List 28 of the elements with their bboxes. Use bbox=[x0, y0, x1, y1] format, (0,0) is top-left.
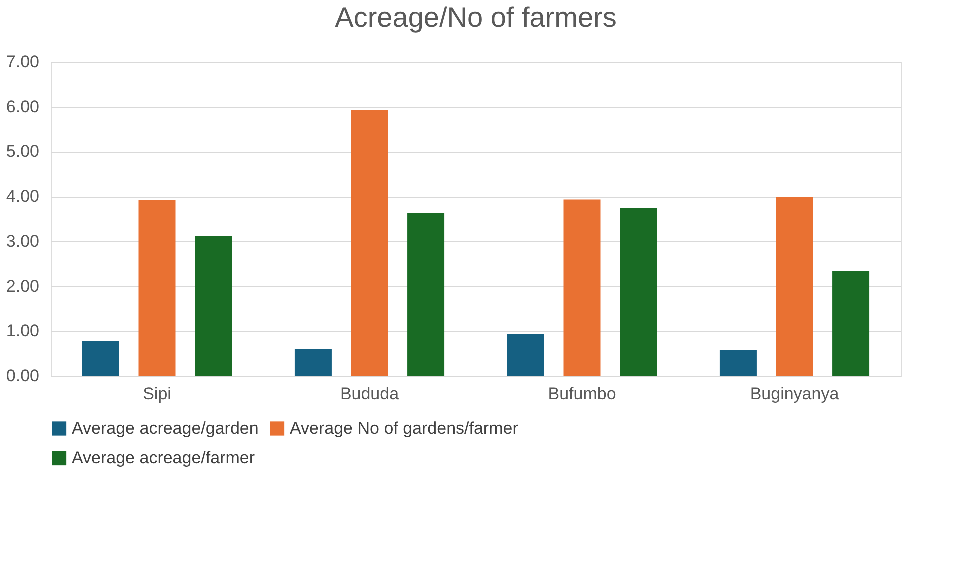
y-tick-label: 4.00 bbox=[6, 187, 40, 206]
x-tick-label: Sipi bbox=[143, 384, 172, 404]
y-tick-label: 6.00 bbox=[6, 97, 40, 116]
bar bbox=[138, 200, 176, 376]
bar bbox=[408, 213, 445, 376]
y-tick-label: 5.00 bbox=[6, 142, 40, 162]
y-tick-label: 7.00 bbox=[6, 52, 40, 72]
bar bbox=[351, 110, 388, 376]
x-tick-label: Bufumbo bbox=[548, 384, 616, 404]
y-tick-label: 1.00 bbox=[6, 322, 40, 341]
legend-label: Average acreage/farmer bbox=[72, 448, 256, 468]
bar bbox=[720, 350, 757, 376]
legend-label: Average No of gardens/farmer bbox=[290, 418, 519, 438]
bar bbox=[564, 200, 601, 376]
x-tick-label: Bududa bbox=[340, 384, 400, 404]
y-tick-label: 2.00 bbox=[6, 276, 40, 296]
bar bbox=[620, 208, 658, 376]
y-tick-label: 0.00 bbox=[6, 366, 40, 386]
y-tick-label: 3.00 bbox=[6, 232, 40, 251]
legend-label: Average acreage/garden bbox=[72, 418, 259, 438]
bar bbox=[832, 271, 870, 376]
bar bbox=[294, 349, 332, 376]
chart-title: Acreage/No of farmers bbox=[335, 2, 617, 33]
x-tick-label: Buginyanya bbox=[750, 384, 840, 404]
bar bbox=[195, 236, 232, 376]
bar bbox=[82, 341, 120, 376]
bar bbox=[776, 197, 814, 376]
bar bbox=[507, 334, 544, 376]
